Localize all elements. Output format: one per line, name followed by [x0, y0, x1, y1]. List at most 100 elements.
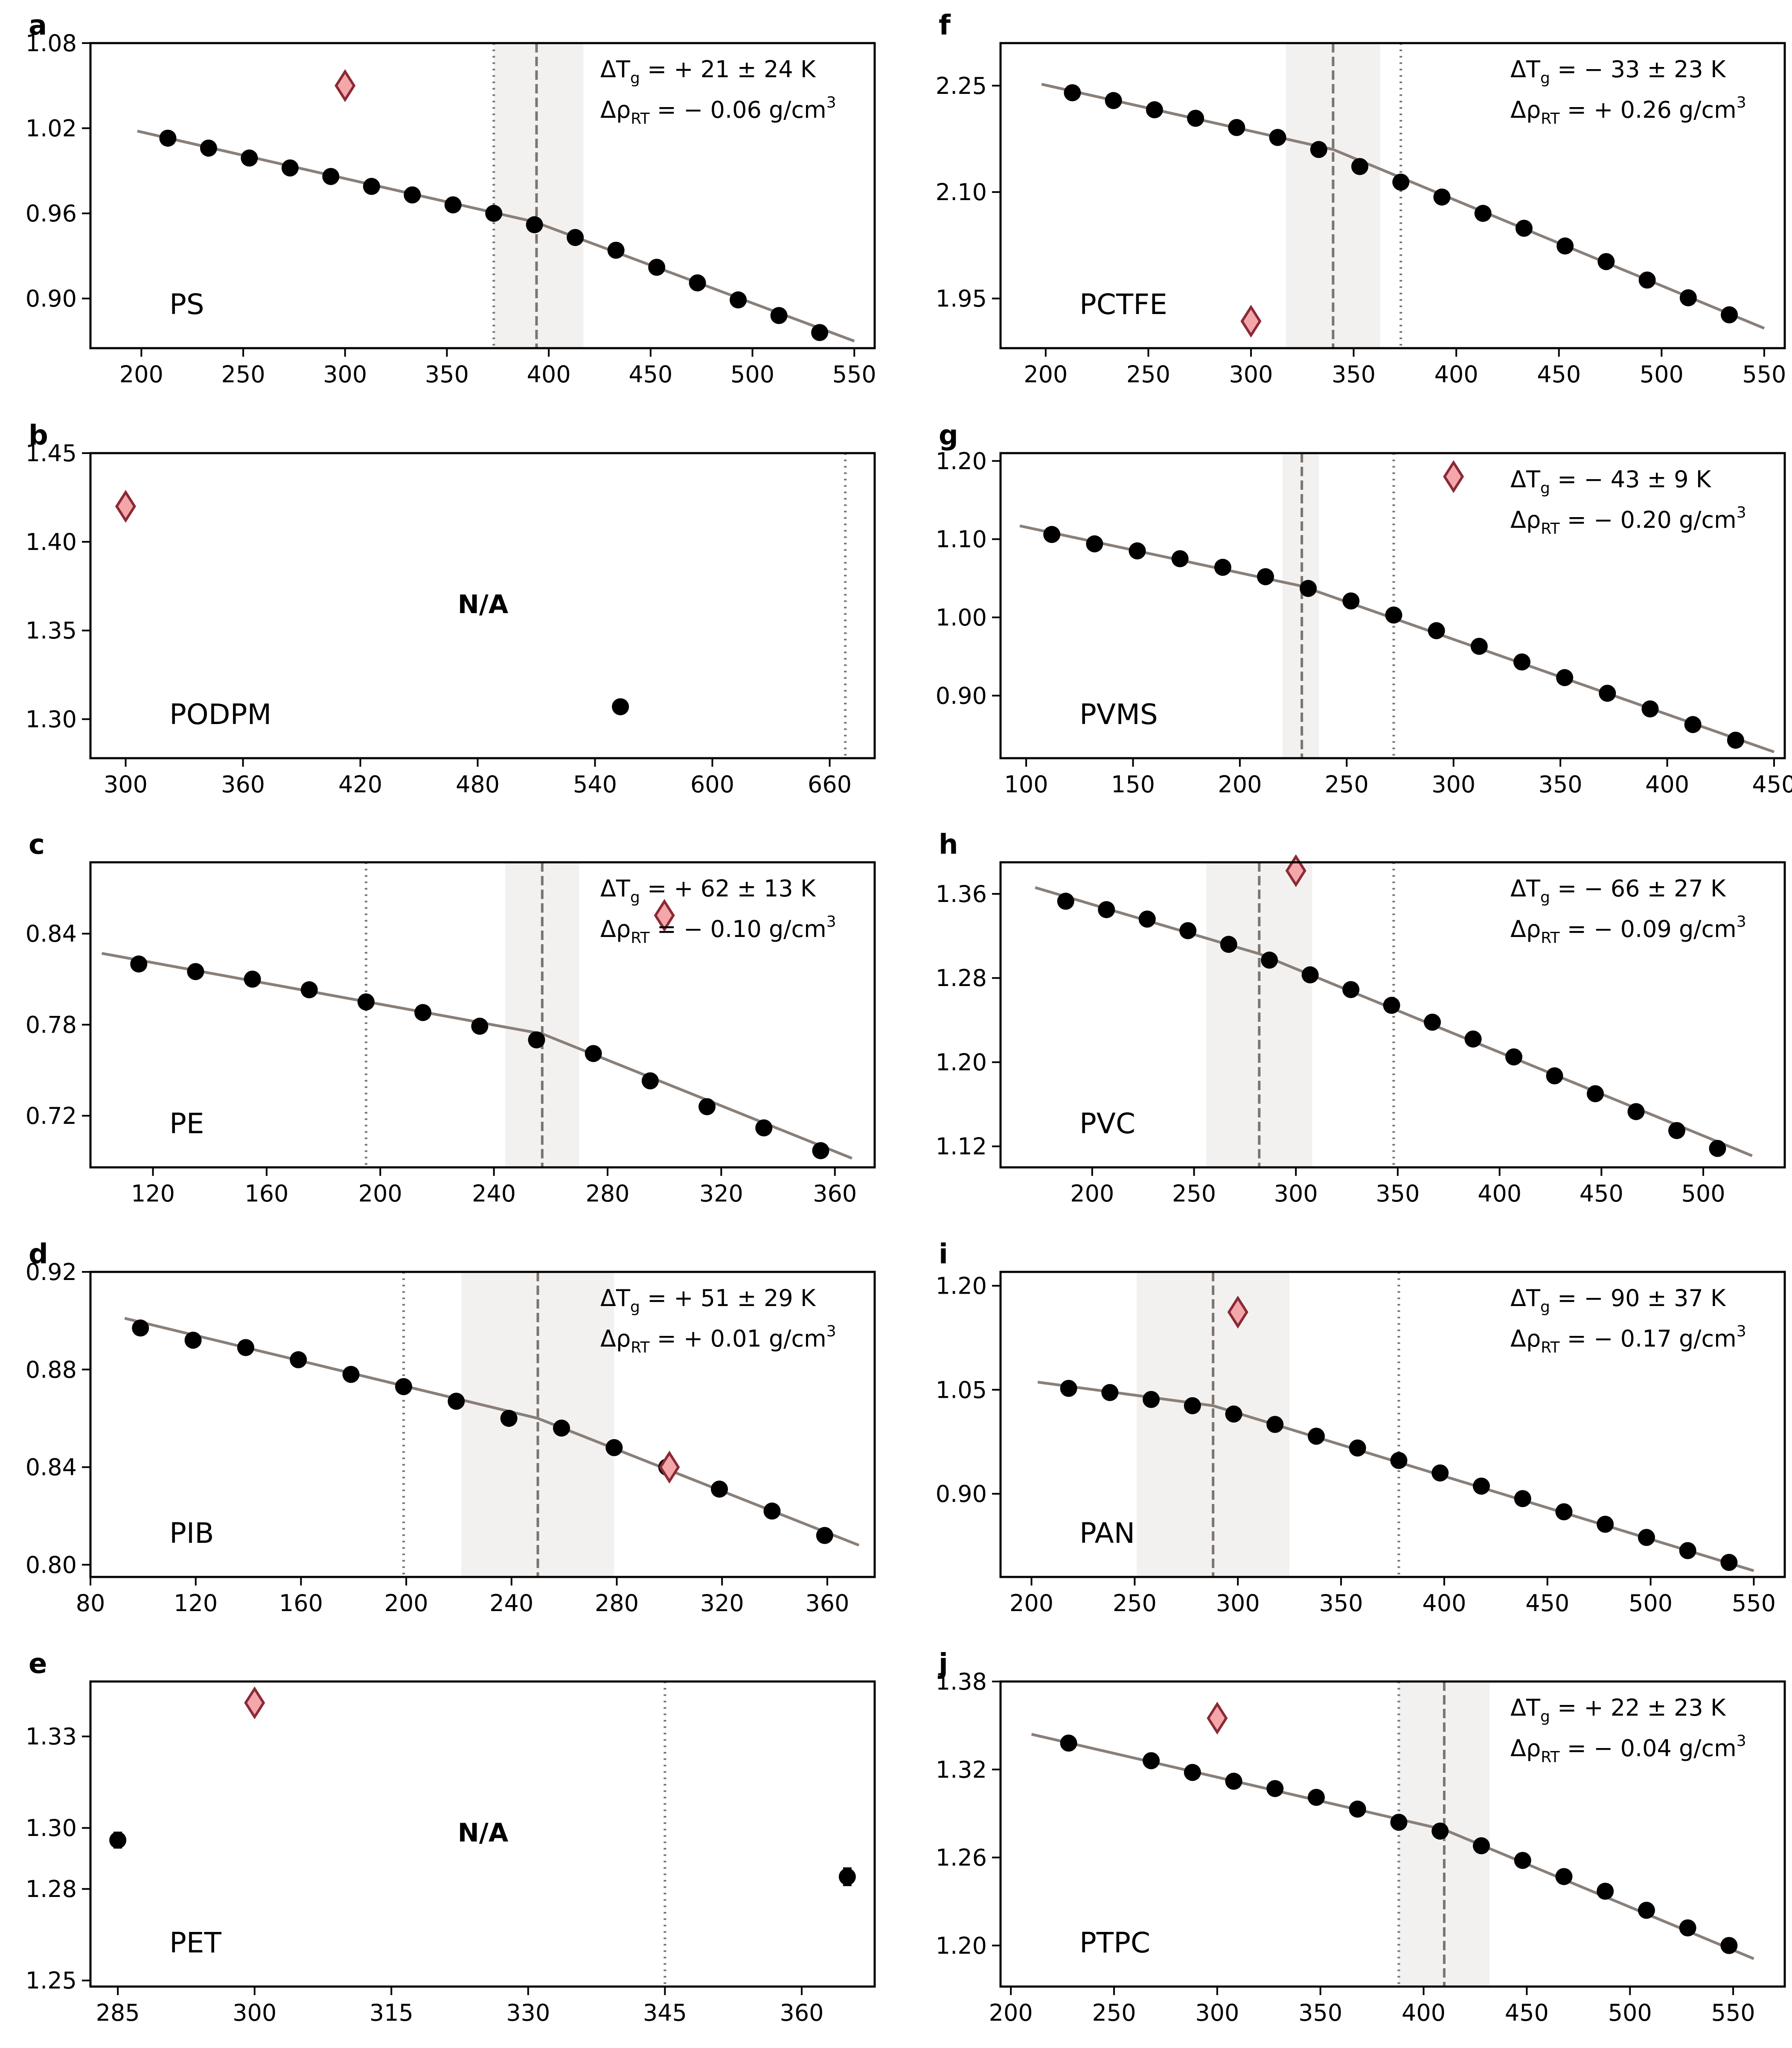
panel-letter: i: [939, 1239, 948, 1270]
data-point: [342, 1366, 360, 1383]
delta-tg-subscript: g: [630, 70, 640, 87]
x-tick-label: 350: [1539, 771, 1583, 798]
data-point: [1668, 1122, 1685, 1139]
y-tick-label: 1.28: [936, 965, 987, 992]
delta-rho-value: = − 0.20 g/cm: [1560, 506, 1737, 533]
x-tick-label: 450: [1525, 1590, 1569, 1617]
x-tick-label: 250: [1325, 771, 1369, 798]
x-tick-label: 480: [456, 771, 500, 798]
x-tick-label: 400: [527, 361, 571, 388]
delta-rho-annotation: ΔρRT = − 0.04 g/cm3: [1510, 1732, 1746, 1766]
panel-h: 200 250 300 350 400 450 500 1.12 1.20 1.28 1.36 h PV…: [936, 829, 1786, 1207]
data-point: [1597, 253, 1615, 271]
fit-line: [1037, 1381, 1754, 1572]
x-tick-label: 300: [104, 771, 148, 798]
axes-frame: [999, 42, 1786, 349]
data-point: [1342, 592, 1360, 610]
data-point: [838, 1868, 856, 1885]
data-point: [159, 129, 177, 147]
x-tick-label: 300: [1195, 1999, 1239, 2026]
x-tick-label: 450: [1580, 1180, 1623, 1207]
x-tick-label: 120: [131, 1180, 175, 1207]
panel-c: 120 160 200 240 280 320 360 0.72 0.78 0.84 c PE ΔTg …: [26, 829, 876, 1207]
data-point: [1043, 526, 1061, 543]
axes-frame: [999, 452, 1786, 759]
data-point: [1431, 1822, 1449, 1840]
panel-e: 285 300 315 330 345 360 1.25 1.28 1.30 1.33 e PET N/…: [26, 1648, 876, 2026]
data-point: [1727, 731, 1744, 749]
delta-tg-value: = + 62 ± 13 K: [640, 875, 816, 902]
y-tick-label: 1.00: [936, 604, 987, 631]
delta-tg-symbol: ΔT: [600, 56, 631, 83]
tg-band: [494, 43, 584, 348]
delta-rho-annotation: ΔρRT = − 0.06 g/cm3: [600, 94, 836, 128]
delta-rho-annotation: ΔρRT = − 0.20 g/cm3: [1510, 504, 1746, 538]
x-tick-label: 500: [1681, 1180, 1725, 1207]
fit-line: [102, 952, 852, 1160]
polymer-label: PE: [169, 1107, 204, 1140]
x-tick-label: 200: [358, 1180, 402, 1207]
data-point: [1587, 1085, 1604, 1103]
data-point: [1390, 1452, 1408, 1469]
x-tick-label: 120: [174, 1590, 218, 1617]
delta-rho-value: = + 0.26 g/cm: [1560, 96, 1737, 123]
x-tick-label: 500: [730, 361, 774, 388]
x-tick-label: 320: [699, 1180, 743, 1207]
data-point: [1638, 271, 1656, 289]
delta-rho-symbol: Δρ: [600, 96, 631, 123]
delta-tg-annotation: ΔTg = + 22 ± 23 K: [1510, 1694, 1726, 1725]
data-point: [1105, 92, 1122, 109]
x-tick-label: 200: [1024, 361, 1068, 388]
delta-tg-value: = + 51 ± 29 K: [640, 1285, 816, 1312]
data-point: [1546, 1067, 1563, 1085]
data-point: [1057, 893, 1074, 910]
x-tick-label: 150: [1111, 771, 1155, 798]
data-point: [109, 1831, 127, 1849]
delta-rho-value: = − 0.10 g/cm: [650, 916, 826, 943]
y-tick-label: 0.84: [26, 920, 77, 947]
y-tick-label: 0.90: [26, 285, 77, 312]
data-point: [1556, 237, 1574, 255]
x-tick-label: 200: [384, 1590, 428, 1617]
y-tick-label: 0.90: [936, 682, 987, 709]
delta-rho-value: = + 0.01 g/cm: [650, 1325, 826, 1352]
panel-j: 200 250 300 350 400 450 500 550 1.20 1.26 1.32 1.38…: [936, 1648, 1786, 2026]
data-point: [132, 1319, 149, 1337]
data-point: [1220, 936, 1237, 953]
data-point: [1086, 535, 1103, 553]
data-point: [585, 1045, 602, 1062]
x-tick-label: 345: [643, 1999, 687, 2026]
data-point: [1720, 1553, 1738, 1571]
x-tick-label: 200: [1070, 1180, 1114, 1207]
delta-tg-symbol: ΔT: [600, 1285, 631, 1312]
x-tick-label: 160: [279, 1590, 323, 1617]
data-point: [816, 1527, 833, 1544]
data-point: [1184, 1764, 1201, 1781]
delta-rho-annotation: ΔρRT = − 0.10 g/cm3: [600, 913, 836, 947]
data-point: [1225, 1772, 1242, 1790]
axes-frame: [89, 452, 876, 759]
data-point: [1143, 1752, 1160, 1769]
data-point: [1098, 901, 1115, 918]
data-point: [1060, 1734, 1077, 1752]
data-point: [1342, 981, 1360, 998]
delta-rho-symbol: Δρ: [1510, 916, 1541, 943]
y-tick-label: 1.95: [936, 285, 987, 312]
y-tick-label: 0.88: [26, 1356, 77, 1383]
data-point: [300, 981, 318, 998]
delta-rho-value: = − 0.17 g/cm: [1560, 1325, 1737, 1352]
data-point: [1709, 1140, 1726, 1157]
data-point: [357, 993, 375, 1011]
x-tick-label: 450: [1752, 771, 1792, 798]
panel-d: 80 120 160 200 240 280 320 360 0.80 0.84 0.88 0.92d…: [26, 1239, 876, 1617]
data-point: [244, 970, 261, 988]
panel-letter: a: [29, 10, 47, 41]
data-point: [755, 1119, 773, 1137]
delta-rho-subscript: RT: [1541, 1339, 1560, 1356]
data-point: [763, 1502, 781, 1520]
data-point: [448, 1393, 465, 1410]
axes-frame: [89, 861, 876, 1169]
data-point: [1383, 997, 1400, 1014]
data-point: [1060, 1380, 1077, 1397]
